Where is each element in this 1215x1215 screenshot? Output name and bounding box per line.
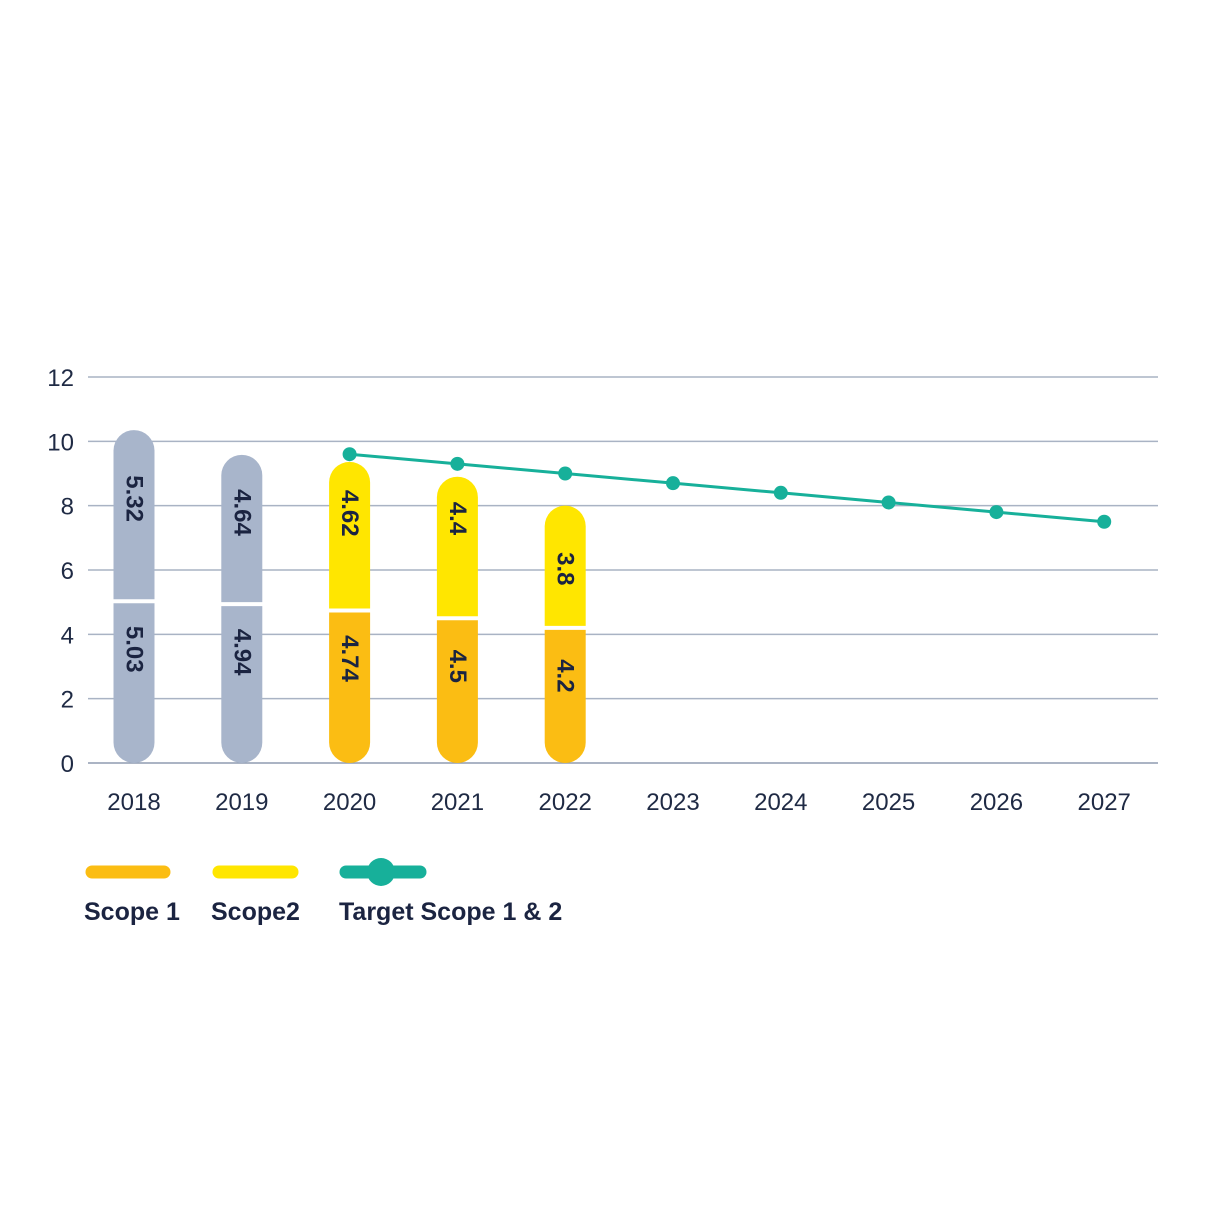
y-tick-label: 10 xyxy=(47,429,74,456)
bar-label-scope2: 5.32 xyxy=(121,475,148,522)
bar-scope1 xyxy=(221,606,263,763)
bar-label-scope1: 4.74 xyxy=(336,635,363,682)
bar-label-scope2: 4.64 xyxy=(228,489,255,536)
target-point xyxy=(773,485,788,500)
x-tick-label: 2022 xyxy=(539,789,592,816)
target-point xyxy=(881,495,896,510)
bar-label-scope1: 5.03 xyxy=(121,626,148,673)
y-tick-label: 0 xyxy=(61,751,74,778)
y-tick-label: 12 xyxy=(47,365,74,392)
target-point xyxy=(666,476,680,491)
bars: 5.03 5.32 4.94 4.64 4.74 4.62 4.5 4.4 4.2 3.8 xyxy=(113,430,586,763)
legend-label-scope1: Scope 1 xyxy=(84,898,180,926)
y-tick-label: 2 xyxy=(61,687,74,714)
y-axis: 0 2 4 6 8 10 12 xyxy=(47,365,74,778)
bar-scope1 xyxy=(113,603,155,763)
grid-lines xyxy=(88,376,1158,764)
target-point xyxy=(342,447,357,462)
x-tick-label: 2020 xyxy=(323,789,376,816)
y-tick-label: 6 xyxy=(61,558,74,585)
bar-scope2 xyxy=(221,454,263,603)
target-point xyxy=(558,466,573,481)
x-tick-label: 2023 xyxy=(646,789,699,816)
bar-scope2 xyxy=(113,430,155,600)
x-tick-label: 2025 xyxy=(862,789,915,816)
target-point xyxy=(450,456,465,471)
legend-label-scope2: Scope2 xyxy=(211,898,300,926)
x-tick-label: 2024 xyxy=(754,789,807,816)
bar-label-scope1: 4.94 xyxy=(228,629,255,676)
legend: Scope 1 Scope2 Target Scope 1 & 2 xyxy=(84,858,562,926)
y-tick-label: 4 xyxy=(61,622,74,649)
x-tick-label: 2018 xyxy=(107,789,160,816)
target-point xyxy=(989,505,1004,520)
x-axis: 2018 2019 2020 2021 2022 2023 2024 2025 2026 2027 xyxy=(107,789,1131,816)
target-point xyxy=(1097,514,1112,529)
bar-scope2 xyxy=(436,476,478,617)
bar-label-scope2: 4.62 xyxy=(336,490,363,537)
x-tick-label: 2027 xyxy=(1078,789,1131,816)
bar-scope2 xyxy=(544,505,586,626)
legend-marker-target xyxy=(367,858,395,886)
bar-scope1 xyxy=(436,620,478,763)
bar-label-scope2: 4.4 xyxy=(444,502,471,536)
x-tick-label: 2019 xyxy=(215,789,268,816)
x-tick-label: 2021 xyxy=(431,789,484,816)
bar-scope1 xyxy=(544,629,586,763)
legend-label-target: Target Scope 1 & 2 xyxy=(339,898,562,926)
bar-scope2 xyxy=(329,461,371,609)
bar-label-scope2: 3.8 xyxy=(552,552,579,585)
bar-label-scope1: 4.2 xyxy=(552,659,579,692)
target-line xyxy=(342,447,1112,529)
bar-scope1 xyxy=(329,612,371,763)
x-tick-label: 2026 xyxy=(970,789,1023,816)
bar-label-scope1: 4.5 xyxy=(444,650,471,683)
y-tick-label: 8 xyxy=(61,494,74,521)
target-line-path xyxy=(349,452,1105,524)
